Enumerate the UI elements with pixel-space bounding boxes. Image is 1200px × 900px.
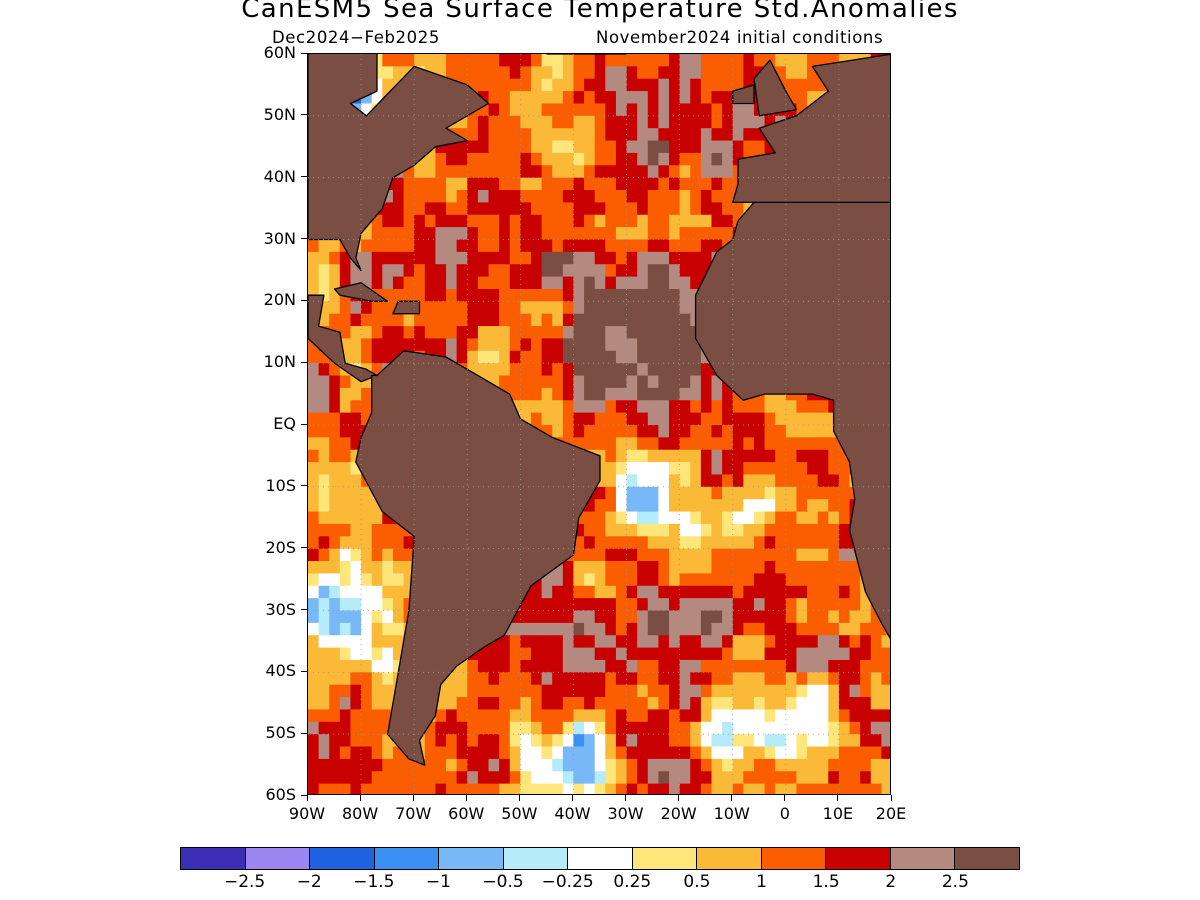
latitude-tick <box>301 670 307 672</box>
longitude-label: 50W <box>501 804 538 823</box>
longitude-label: 80W <box>341 804 379 823</box>
map-title: CanESM5 Sea Surface Temperature Std.Anom… <box>241 0 959 24</box>
graticule <box>308 54 890 794</box>
longitude-tick <box>465 795 467 801</box>
latitude-label: 20S <box>265 537 296 557</box>
latitude-tick <box>301 547 307 549</box>
colorbar-swatch <box>955 848 1019 869</box>
longitude-tick <box>306 795 308 801</box>
latitude-tick <box>301 238 307 239</box>
colorbar-label: 2 <box>885 872 897 892</box>
latitude-tick <box>301 794 307 796</box>
latitude-tick <box>301 423 307 425</box>
colorbar-swatch <box>761 848 827 869</box>
colorbar <box>180 847 1020 870</box>
longitude-tick <box>890 795 892 801</box>
latitude-tick <box>301 114 307 116</box>
forecast-period: Dec2024−Feb2025 <box>272 28 440 47</box>
longitude-label: 0 <box>779 804 790 823</box>
latitude-label: 30S <box>265 599 296 619</box>
north-america-landmass <box>308 54 490 272</box>
latitude-tick <box>301 52 307 54</box>
longitude-tick <box>678 795 680 801</box>
colorbar-label: −2 <box>296 872 322 892</box>
latitude-tick <box>301 485 307 487</box>
colorbar-swatch <box>181 848 246 869</box>
colorbar-swatch <box>310 848 375 869</box>
longitude-tick <box>625 795 627 801</box>
colorbar-label: 2.5 <box>941 872 969 892</box>
latitude-label: 40N <box>263 166 296 186</box>
longitude-tick <box>518 795 520 801</box>
great-britain-landmass <box>753 59 798 117</box>
colorbar-label: −1.5 <box>353 872 395 892</box>
longitude-label: 70W <box>395 804 432 823</box>
latitude-tick <box>301 361 307 363</box>
south-america-landmass <box>355 350 601 766</box>
longitude-label: 20W <box>660 804 697 823</box>
colorbar-swatch <box>632 848 698 869</box>
colorbar-label: −0.5 <box>482 872 524 892</box>
longitude-label: 40W <box>554 804 591 823</box>
central-america-landmass <box>308 294 378 383</box>
latitude-label: 50N <box>263 104 296 124</box>
latitude-label: 60S <box>265 785 296 804</box>
colorbar-swatch <box>245 848 311 869</box>
colorbar-label: 0.25 <box>613 872 652 892</box>
colorbar-label: −1 <box>425 872 451 892</box>
longitude-tick <box>359 795 361 801</box>
colorbar-swatch <box>374 848 440 869</box>
colorbar-swatch <box>503 848 569 869</box>
longitude-tick <box>412 795 414 801</box>
initial-conditions-label: November2024 initial conditions <box>596 28 884 47</box>
latitude-tick <box>301 609 307 610</box>
latitude-label: EQ <box>273 414 296 433</box>
longitude-tick <box>784 795 786 801</box>
longitude-label: 30W <box>607 804 644 823</box>
latitude-tick <box>301 732 307 734</box>
longitude-tick <box>837 795 839 801</box>
latitude-label: 10S <box>265 475 296 495</box>
colorbar-label: −0.25 <box>541 872 594 892</box>
anomaly-map <box>307 53 891 795</box>
cuba-landmass <box>333 282 389 302</box>
longitude-label: 10E <box>822 804 854 823</box>
longitude-label: 10W <box>713 804 750 823</box>
europe-landmass <box>732 54 890 204</box>
ireland-landmass <box>732 84 755 105</box>
land-mask <box>308 54 890 766</box>
longitude-tick <box>731 795 733 801</box>
latitude-label: 50S <box>265 723 296 743</box>
longitude-label: 20E <box>875 804 907 823</box>
colorbar-label: 1 <box>756 872 767 892</box>
colorbar-swatch <box>439 848 504 869</box>
colorbar-swatch <box>697 848 762 869</box>
latitude-label: 40S <box>265 661 296 681</box>
colorbar-label: −2.5 <box>223 872 266 892</box>
longitude-label: 90W <box>288 804 326 823</box>
colorbar-label: 0.5 <box>683 872 711 892</box>
hispaniola-landmass <box>392 300 421 315</box>
colorbar-swatch <box>890 848 956 869</box>
colorbar-swatch <box>826 848 891 869</box>
latitude-label: 60N <box>263 43 296 62</box>
longitude-tick <box>571 795 573 801</box>
latitude-label: 30N <box>263 228 296 248</box>
latitude-label: 10N <box>263 352 296 372</box>
africa-landmass <box>694 201 890 640</box>
latitude-label: 20N <box>263 290 296 310</box>
latitude-tick <box>301 299 307 301</box>
colorbar-label: 1.5 <box>812 872 840 892</box>
longitude-label: 60W <box>448 804 485 823</box>
colorbar-swatch <box>568 848 633 869</box>
latitude-tick <box>301 176 307 178</box>
